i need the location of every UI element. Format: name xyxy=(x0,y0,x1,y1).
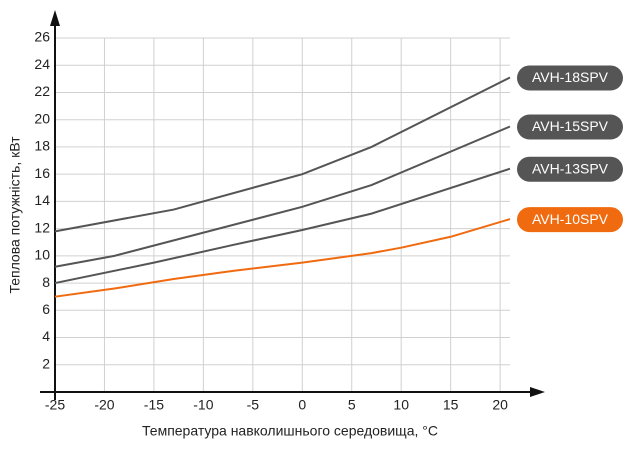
y-tick-label: 18 xyxy=(34,138,50,154)
x-tick-label: -5 xyxy=(247,397,260,413)
y-tick-label: 24 xyxy=(34,56,50,72)
series-line xyxy=(54,125,511,268)
x-tick-label: 0 xyxy=(298,397,306,413)
series-line xyxy=(54,218,511,298)
legend-badge xyxy=(517,114,623,140)
y-tick-label: 14 xyxy=(34,192,50,208)
legend-badge xyxy=(517,207,623,233)
y-tick-label: 6 xyxy=(42,301,50,317)
legend-label: AVH-18SPV xyxy=(532,69,609,85)
series-line xyxy=(54,76,511,233)
x-tick-label: -25 xyxy=(45,397,65,413)
legend-badge xyxy=(517,156,623,182)
legend-label: AVH-13SPV xyxy=(532,160,609,176)
legend-label: AVH-15SPV xyxy=(532,118,609,134)
x-tick-label: 20 xyxy=(492,397,508,413)
x-axis-label: Температура навколишнього середовища, °C xyxy=(142,423,438,439)
y-tick-label: 8 xyxy=(42,274,50,290)
y-tick-label: 10 xyxy=(34,247,50,263)
x-tick-label: 10 xyxy=(393,397,409,413)
x-tick-label: -15 xyxy=(144,397,164,413)
y-axis-label: Теплова потужність, кВт xyxy=(7,136,23,294)
y-tick-label: 26 xyxy=(34,29,50,45)
y-tick-label: 16 xyxy=(34,165,50,181)
y-tick-label: 20 xyxy=(34,110,50,126)
x-tick-label: 5 xyxy=(348,397,356,413)
series-line xyxy=(54,167,511,285)
y-tick-label: 4 xyxy=(42,328,50,344)
y-tick-label: 2 xyxy=(42,355,50,371)
x-tick-label: -20 xyxy=(94,397,114,413)
legend-label: AVH-10SPV xyxy=(532,211,609,227)
y-tick-label: 12 xyxy=(34,219,50,235)
x-tick-label: -10 xyxy=(193,397,213,413)
x-axis-arrow xyxy=(530,387,545,397)
y-axis-arrow xyxy=(50,10,60,26)
x-tick-label: 15 xyxy=(443,397,459,413)
legend-badge xyxy=(517,65,623,91)
y-tick-label: 22 xyxy=(34,83,50,99)
